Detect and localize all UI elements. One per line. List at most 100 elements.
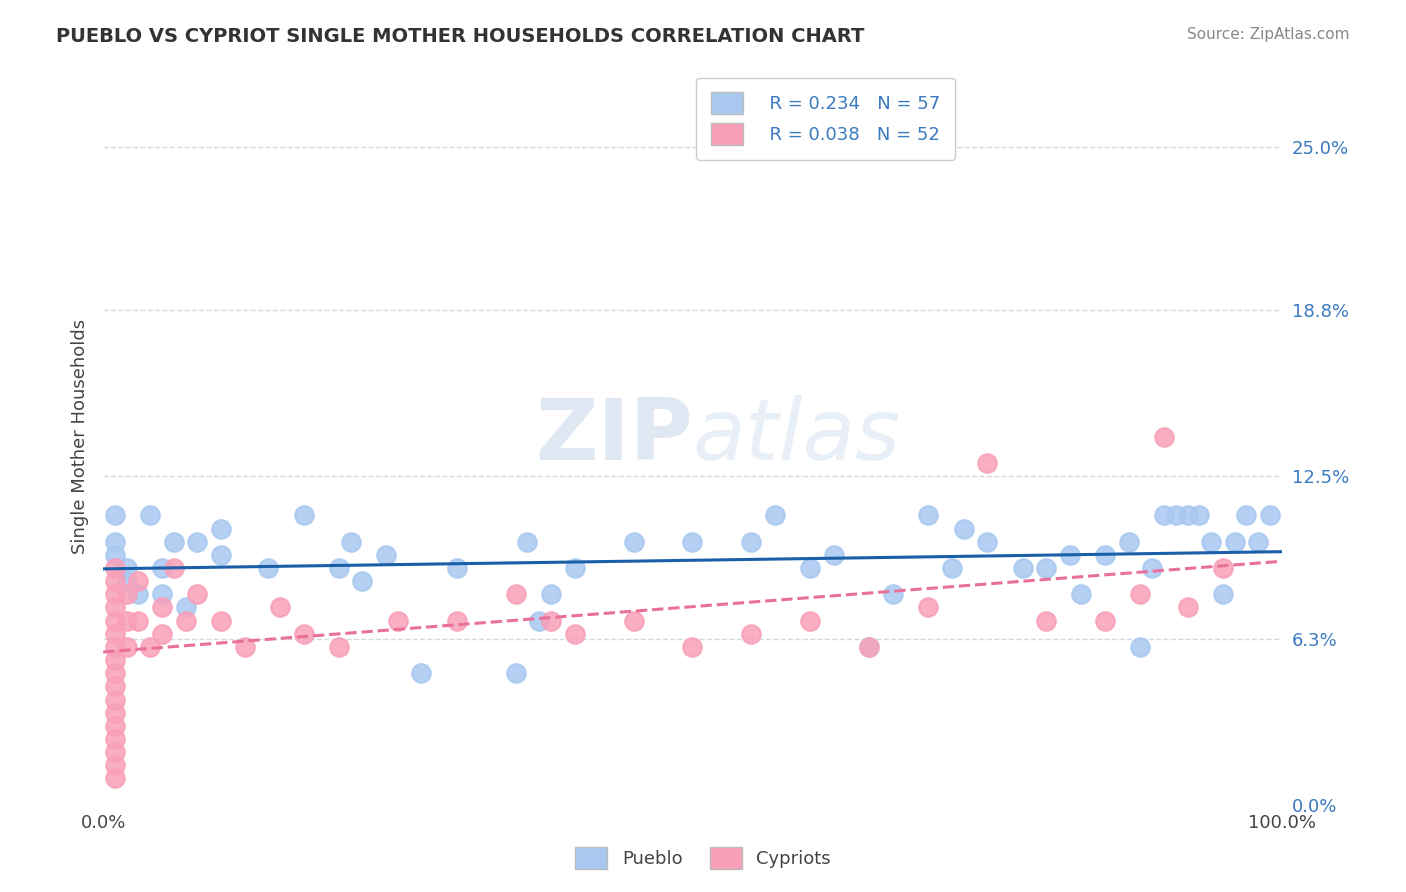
Point [1035, 614, 1057, 628]
Point [186, 587, 208, 601]
Point [104, 508, 127, 523]
Point [104, 692, 127, 706]
Text: atlas: atlas [693, 395, 900, 478]
Point [104, 719, 127, 733]
Point [292, 627, 315, 641]
Point [1153, 508, 1175, 523]
Point [1129, 640, 1152, 654]
Point [540, 587, 562, 601]
Point [682, 640, 704, 654]
Point [446, 614, 468, 628]
Point [858, 640, 880, 654]
Point [1177, 600, 1199, 615]
Point [150, 587, 173, 601]
Point [623, 534, 645, 549]
Point [1199, 534, 1222, 549]
Point [1011, 561, 1033, 575]
Point [139, 508, 162, 523]
Point [1164, 508, 1187, 523]
Point [1070, 587, 1092, 601]
Point [446, 561, 468, 575]
Point [104, 679, 127, 693]
Point [104, 706, 127, 720]
Point [1059, 548, 1081, 562]
Point [104, 574, 127, 589]
Point [127, 574, 149, 589]
Text: ZIP: ZIP [534, 395, 693, 478]
Point [1129, 587, 1152, 601]
Point [799, 561, 821, 575]
Point [104, 772, 127, 786]
Point [1118, 534, 1140, 549]
Point [1094, 548, 1116, 562]
Legend:   R = 0.234   N = 57,   R = 0.038   N = 52: R = 0.234 N = 57, R = 0.038 N = 52 [696, 78, 955, 160]
Point [104, 745, 127, 759]
Point [209, 522, 232, 536]
Point [516, 534, 538, 549]
Point [1236, 508, 1258, 523]
Point [127, 587, 149, 601]
Point [163, 534, 186, 549]
Point [269, 600, 291, 615]
Text: PUEBLO VS CYPRIOT SINGLE MOTHER HOUSEHOLDS CORRELATION CHART: PUEBLO VS CYPRIOT SINGLE MOTHER HOUSEHOL… [56, 27, 865, 45]
Point [858, 640, 880, 654]
Point [104, 627, 127, 641]
Point [1153, 429, 1175, 443]
Point [104, 548, 127, 562]
Point [104, 614, 127, 628]
Point [375, 548, 398, 562]
Point [1247, 534, 1270, 549]
Point [328, 640, 350, 654]
Point [115, 587, 138, 601]
Point [104, 561, 127, 575]
Point [682, 534, 704, 549]
Point [564, 561, 586, 575]
Point [740, 627, 762, 641]
Point [104, 758, 127, 772]
Point [104, 587, 127, 601]
Point [139, 640, 162, 654]
Point [505, 666, 527, 681]
Point [976, 534, 998, 549]
Point [127, 614, 149, 628]
Point [540, 614, 562, 628]
Point [233, 640, 256, 654]
Point [115, 614, 138, 628]
Point [104, 640, 127, 654]
Point [339, 534, 361, 549]
Point [1140, 561, 1163, 575]
Point [209, 614, 232, 628]
Point [823, 548, 845, 562]
Point [186, 534, 208, 549]
Point [209, 548, 232, 562]
Point [763, 508, 786, 523]
Point [1212, 587, 1234, 601]
Y-axis label: Single Mother Households: Single Mother Households [72, 319, 89, 554]
Text: Source: ZipAtlas.com: Source: ZipAtlas.com [1187, 27, 1350, 42]
Point [799, 614, 821, 628]
Point [976, 456, 998, 470]
Point [115, 640, 138, 654]
Point [104, 534, 127, 549]
Point [1188, 508, 1211, 523]
Point [104, 600, 127, 615]
Point [292, 508, 315, 523]
Point [150, 627, 173, 641]
Point [623, 614, 645, 628]
Point [505, 587, 527, 601]
Point [115, 561, 138, 575]
Point [104, 666, 127, 681]
Point [104, 731, 127, 746]
Point [257, 561, 280, 575]
Point [529, 614, 551, 628]
Point [882, 587, 904, 601]
Point [174, 600, 197, 615]
Point [952, 522, 974, 536]
Point [387, 614, 409, 628]
Point [564, 627, 586, 641]
Point [740, 534, 762, 549]
Point [1212, 561, 1234, 575]
Point [115, 574, 138, 589]
Point [1258, 508, 1281, 523]
Point [104, 653, 127, 667]
